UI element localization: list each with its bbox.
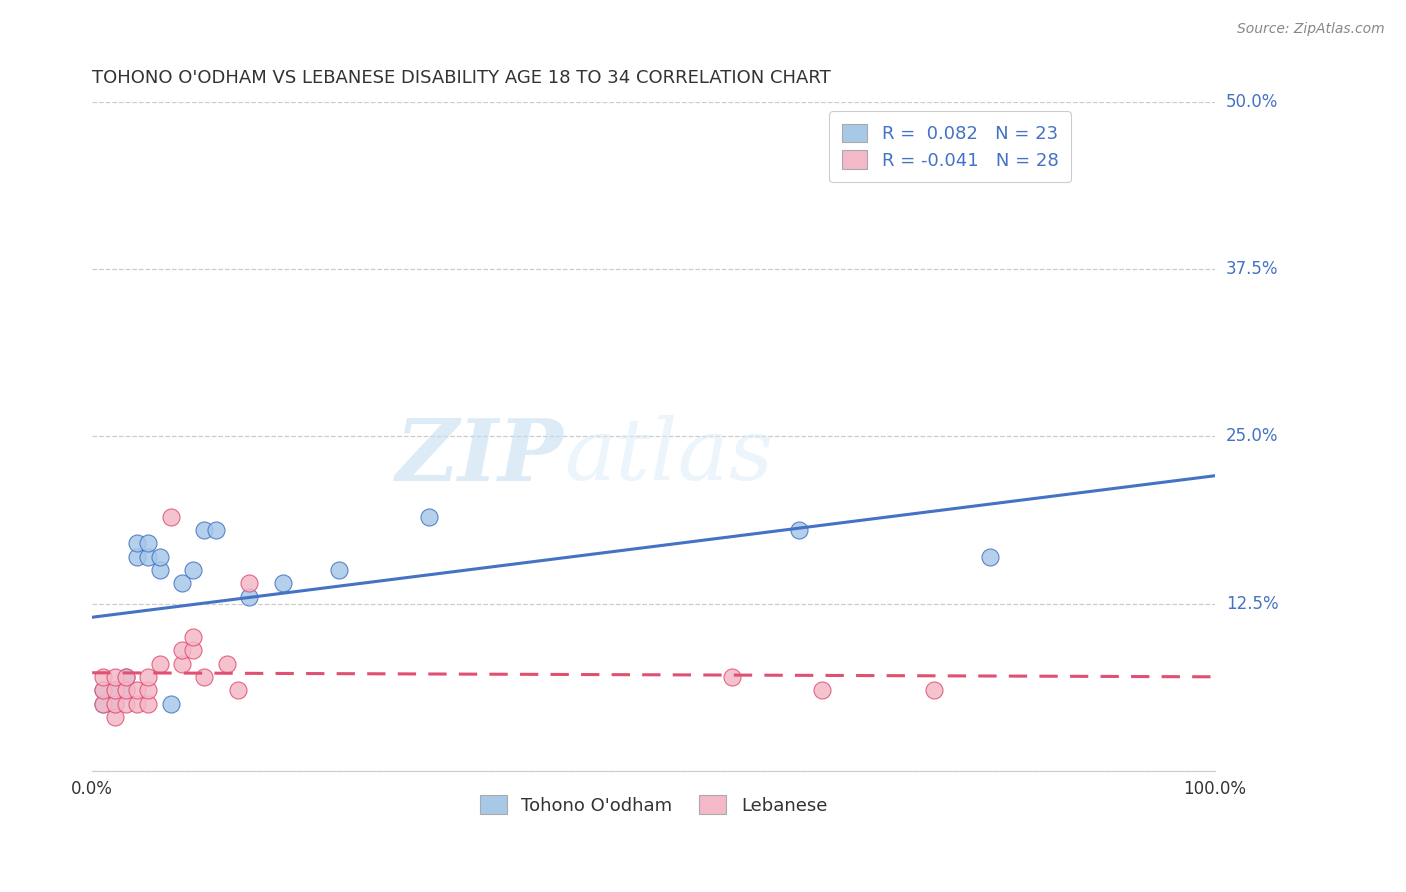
- Text: 37.5%: 37.5%: [1226, 260, 1278, 278]
- Point: [238, 576, 260, 591]
- Point: [104, 697, 127, 711]
- Point: [721, 670, 744, 684]
- Point: [148, 563, 170, 577]
- Point: [125, 683, 148, 698]
- Point: [115, 697, 138, 711]
- Point: [159, 697, 181, 711]
- Text: ZIP: ZIP: [396, 415, 564, 498]
- Point: [204, 523, 226, 537]
- Point: [193, 523, 215, 537]
- Point: [193, 670, 215, 684]
- Point: [136, 683, 159, 698]
- Point: [104, 697, 127, 711]
- Point: [181, 630, 204, 644]
- Point: [238, 590, 260, 604]
- Point: [136, 549, 159, 564]
- Point: [181, 563, 204, 577]
- Text: 12.5%: 12.5%: [1226, 594, 1278, 613]
- Point: [125, 697, 148, 711]
- Point: [136, 697, 159, 711]
- Point: [104, 683, 127, 698]
- Point: [125, 536, 148, 550]
- Point: [148, 657, 170, 671]
- Point: [271, 576, 294, 591]
- Point: [136, 536, 159, 550]
- Point: [170, 576, 193, 591]
- Point: [136, 670, 159, 684]
- Point: [104, 710, 127, 724]
- Point: [93, 697, 115, 711]
- Point: [418, 509, 440, 524]
- Point: [181, 643, 204, 657]
- Point: [170, 643, 193, 657]
- Point: [215, 657, 238, 671]
- Point: [148, 549, 170, 564]
- Point: [93, 670, 115, 684]
- Text: 25.0%: 25.0%: [1226, 427, 1278, 445]
- Point: [226, 683, 249, 698]
- Point: [115, 670, 138, 684]
- Text: Source: ZipAtlas.com: Source: ZipAtlas.com: [1237, 22, 1385, 37]
- Point: [115, 670, 138, 684]
- Point: [115, 683, 138, 698]
- Point: [93, 683, 115, 698]
- Point: [922, 683, 945, 698]
- Point: [328, 563, 350, 577]
- Point: [104, 683, 127, 698]
- Point: [104, 670, 127, 684]
- Point: [170, 657, 193, 671]
- Point: [789, 523, 811, 537]
- Point: [159, 509, 181, 524]
- Point: [93, 683, 115, 698]
- Point: [125, 549, 148, 564]
- Text: 50.0%: 50.0%: [1226, 93, 1278, 111]
- Point: [979, 549, 1001, 564]
- Text: TOHONO O'ODHAM VS LEBANESE DISABILITY AGE 18 TO 34 CORRELATION CHART: TOHONO O'ODHAM VS LEBANESE DISABILITY AG…: [93, 69, 831, 87]
- Point: [811, 683, 834, 698]
- Legend: Tohono O'odham, Lebanese: Tohono O'odham, Lebanese: [472, 788, 835, 822]
- Point: [115, 683, 138, 698]
- Point: [93, 697, 115, 711]
- Text: atlas: atlas: [564, 415, 773, 498]
